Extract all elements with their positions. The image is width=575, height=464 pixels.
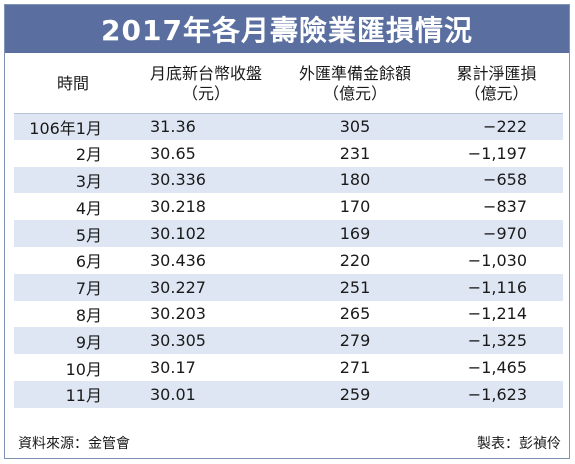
cell-rate: 31.36 <box>132 113 280 140</box>
table-row: 11月 30.01 259 −1,623 <box>14 380 563 408</box>
table-row: 6月 30.436 220 −1,030 <box>14 246 563 274</box>
cell-reserve: 259 <box>280 380 430 408</box>
cell-month: 7月 <box>14 273 132 301</box>
cell-reserve: 220 <box>280 246 430 274</box>
table-header-row: 時間 月底新台幣收盤 （元） 外匯準備金餘額 （億元） 累計淨匯損 （億元） <box>14 56 563 114</box>
cell-loss: −658 <box>430 166 563 194</box>
cell-month: 3月 <box>14 166 132 194</box>
footer: 資料來源：金管會 製表：彭禎伶 <box>14 430 563 454</box>
cell-reserve: 180 <box>280 166 430 194</box>
page-title: 2017年各月壽險業匯損情況 <box>101 14 473 47</box>
cell-month: 10月 <box>14 354 132 381</box>
cell-rate: 30.102 <box>132 220 280 247</box>
cell-month: 6月 <box>14 246 132 274</box>
cell-month: 2月 <box>14 139 132 167</box>
table-row: 3月 30.336 180 −658 <box>14 166 563 194</box>
cell-rate: 30.336 <box>132 166 280 194</box>
cell-month: 5月 <box>14 220 132 247</box>
table-row: 8月 30.203 265 −1,214 <box>14 300 563 328</box>
cell-reserve: 170 <box>280 193 430 221</box>
header-reserve: 外匯準備金餘額 （億元） <box>280 56 430 114</box>
cell-reserve: 265 <box>280 300 430 328</box>
table-row: 9月 30.305 279 −1,325 <box>14 327 563 355</box>
cell-month: 9月 <box>14 327 132 355</box>
table-row: 106年1月 31.36 305 −222 <box>14 113 563 140</box>
cell-rate: 30.65 <box>132 139 280 167</box>
table-row: 10月 30.17 271 −1,465 <box>14 354 563 381</box>
cell-month: 11月 <box>14 380 132 408</box>
title-bar: 2017年各月壽險業匯損情況 <box>5 5 569 53</box>
cell-reserve: 279 <box>280 327 430 355</box>
cell-rate: 30.01 <box>132 380 280 408</box>
table-row: 7月 30.227 251 −1,116 <box>14 273 563 301</box>
table-row: 5月 30.102 169 −970 <box>14 220 563 247</box>
cell-month: 4月 <box>14 193 132 221</box>
cell-reserve: 231 <box>280 139 430 167</box>
credit-note: 製表：彭禎伶 <box>477 436 561 452</box>
cell-loss: −970 <box>430 220 563 247</box>
cell-loss: −1,623 <box>430 380 563 408</box>
table-row: 4月 30.218 170 −837 <box>14 193 563 221</box>
cell-rate: 30.305 <box>132 327 280 355</box>
cell-rate: 30.17 <box>132 354 280 381</box>
cell-loss: −1,116 <box>430 273 563 301</box>
cell-loss: −1,465 <box>430 354 563 381</box>
cell-loss: −1,214 <box>430 300 563 328</box>
cell-month: 106年1月 <box>14 113 132 140</box>
cell-rate: 30.227 <box>132 273 280 301</box>
table-row: 2月 30.65 231 −1,197 <box>14 139 563 167</box>
cell-reserve: 251 <box>280 273 430 301</box>
cell-loss: −1,030 <box>430 246 563 274</box>
cell-loss: −1,197 <box>430 139 563 167</box>
cell-loss: −1,325 <box>430 327 563 355</box>
cell-loss: −222 <box>430 113 563 140</box>
infographic-frame: 2017年各月壽險業匯損情況 時間 月底新台幣收盤 （元） 外匯準備金餘額 <box>4 4 570 459</box>
cell-reserve: 169 <box>280 220 430 247</box>
cell-reserve: 305 <box>280 113 430 140</box>
header-rate: 月底新台幣收盤 （元） <box>132 56 280 114</box>
header-time: 時間 <box>14 56 132 114</box>
cell-rate: 30.218 <box>132 193 280 221</box>
header-loss: 累計淨匯損 （億元） <box>430 56 563 114</box>
source-note: 資料來源：金管會 <box>18 436 130 452</box>
data-table: 時間 月底新台幣收盤 （元） 外匯準備金餘額 （億元） 累計淨匯損 （億元） 1… <box>14 56 563 408</box>
cell-rate: 30.436 <box>132 246 280 274</box>
cell-reserve: 271 <box>280 354 430 381</box>
cell-loss: −837 <box>430 193 563 221</box>
cell-month: 8月 <box>14 300 132 328</box>
cell-rate: 30.203 <box>132 300 280 328</box>
